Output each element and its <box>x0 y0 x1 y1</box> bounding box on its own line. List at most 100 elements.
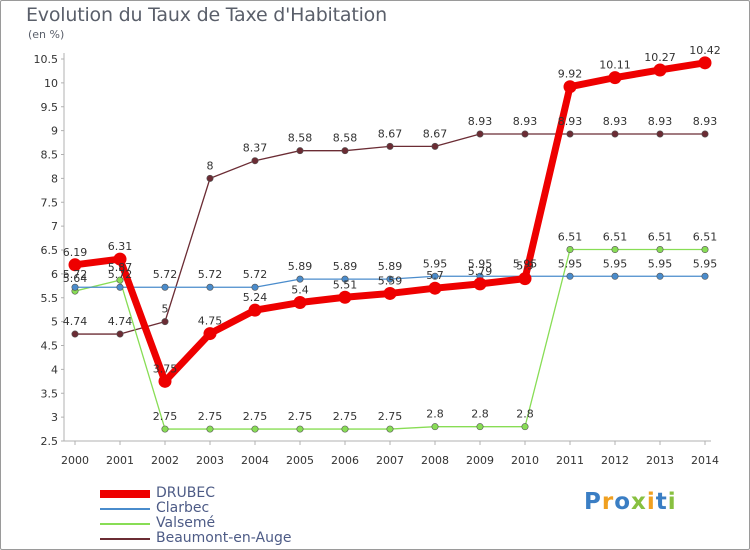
data-label: 2.8 <box>426 408 444 421</box>
logo-letter: P <box>584 489 602 515</box>
x-tick-label: 2012 <box>601 454 629 467</box>
data-label: 5.72 <box>243 268 268 281</box>
logo-letter: o <box>614 489 632 515</box>
data-label: 5.87 <box>108 261 133 274</box>
data-label: 5.24 <box>243 291 268 304</box>
x-tick-label: 2011 <box>556 454 584 467</box>
legend-swatch <box>100 490 150 498</box>
data-label: 5.51 <box>333 278 358 291</box>
x-tick-label: 2014 <box>691 454 719 467</box>
data-point <box>521 130 529 138</box>
data-point <box>296 147 304 155</box>
proxiti-logo: Proxiti <box>584 489 677 515</box>
data-point <box>161 318 169 326</box>
data-label: 5.79 <box>468 265 493 278</box>
data-point <box>68 258 82 272</box>
data-point <box>521 423 529 431</box>
data-label: 5.9 <box>516 260 534 273</box>
data-point <box>656 272 664 280</box>
data-point <box>566 272 574 280</box>
chart-title: Evolution du Taux de Taxe d'Habitation <box>26 4 387 26</box>
data-point <box>206 425 214 433</box>
data-label: 8.93 <box>513 115 538 128</box>
data-point <box>296 425 304 433</box>
x-tick-label: 2002 <box>151 454 179 467</box>
data-label: 2.75 <box>333 410 358 423</box>
data-point <box>386 275 394 283</box>
data-point <box>293 296 307 310</box>
logo-letter: t <box>655 489 668 515</box>
data-point <box>71 283 79 291</box>
x-tick-label: 2013 <box>646 454 674 467</box>
y-tick-label: 9 <box>51 125 58 138</box>
data-point <box>206 283 214 291</box>
data-label: 2.8 <box>516 408 534 421</box>
data-label: 5.72 <box>153 268 178 281</box>
data-label: 5.72 <box>63 268 88 281</box>
logo-letter: r <box>601 489 615 515</box>
data-point <box>608 71 622 85</box>
data-point <box>701 130 709 138</box>
data-label: 3.75 <box>153 362 178 375</box>
x-tick-label: 2000 <box>61 454 89 467</box>
x-tick-label: 2007 <box>376 454 404 467</box>
data-label: 5.64 <box>63 272 88 285</box>
data-point <box>566 246 574 254</box>
x-tick-label: 2003 <box>196 454 224 467</box>
data-point <box>386 425 394 433</box>
data-point <box>203 327 217 341</box>
legend-label: DRUBEC <box>156 485 215 501</box>
data-point <box>473 277 487 291</box>
legend-label: Valsemé <box>156 515 216 531</box>
data-label: 2.75 <box>198 410 223 423</box>
data-point <box>518 272 532 286</box>
logo-letter: x <box>631 489 647 515</box>
data-label: 6.51 <box>603 231 628 244</box>
data-point <box>296 275 304 283</box>
data-point <box>251 157 259 165</box>
data-label: 5.89 <box>288 260 313 273</box>
data-point <box>701 246 709 254</box>
x-tick-label: 2010 <box>511 454 539 467</box>
data-label: 8.93 <box>468 115 493 128</box>
data-label: 8.67 <box>378 127 403 140</box>
data-point <box>653 63 667 77</box>
data-point <box>656 246 664 254</box>
data-point <box>431 423 439 431</box>
data-label: 5.95 <box>558 257 583 270</box>
data-point <box>161 425 169 433</box>
data-point <box>611 246 619 254</box>
y-tick-label: 10.5 <box>34 53 59 66</box>
data-label: 5.89 <box>378 260 403 273</box>
data-label: 8.37 <box>243 142 268 155</box>
axes: 2.5 3 3.5 4 4.5 5 5.5 6 6.5 7 7.5 8 8.5 9 9.5 10 10.5 200… <box>34 53 719 467</box>
data-label: 5.59 <box>378 274 403 287</box>
data-label: 6.51 <box>558 231 583 244</box>
data-point <box>71 330 79 338</box>
data-point <box>341 275 349 283</box>
data-point <box>206 174 214 182</box>
data-point <box>341 147 349 155</box>
data-point <box>431 272 439 280</box>
legend-label: Clarbec <box>156 500 210 516</box>
data-point <box>383 286 397 300</box>
data-label: 5.72 <box>198 268 223 281</box>
data-point <box>251 283 259 291</box>
y-tick-label: 3.5 <box>41 387 59 400</box>
data-point <box>611 272 619 280</box>
data-label: 8.58 <box>288 132 313 145</box>
data-label: 4.74 <box>108 315 133 328</box>
data-point <box>431 142 439 150</box>
series-line-drubec <box>71 59 709 385</box>
data-label: 8 <box>207 159 214 172</box>
data-label: 8.67 <box>423 127 448 140</box>
data-point <box>158 374 172 388</box>
data-label: 2.75 <box>243 410 268 423</box>
legend-swatch <box>100 508 150 510</box>
data-point <box>476 423 484 431</box>
data-point <box>566 130 574 138</box>
y-tick-label: 8.5 <box>41 149 59 162</box>
data-point <box>698 56 712 70</box>
data-label: 5.95 <box>468 257 493 270</box>
